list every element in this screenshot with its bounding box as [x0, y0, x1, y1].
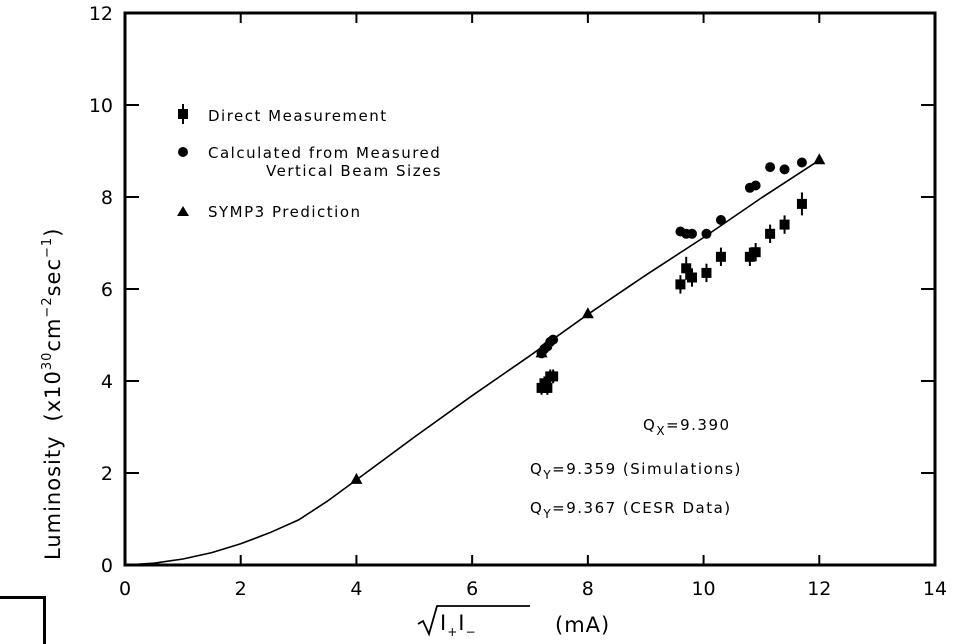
direct-measurement-point [548, 369, 559, 384]
y-axis-label: Luminosity(x1030cm−2sec−1) [40, 228, 65, 560]
legend-marker-calculated [178, 147, 188, 157]
direct-measurement-point [765, 224, 776, 243]
direct-measurement-point [744, 247, 755, 266]
direct-measurement-point [779, 215, 790, 234]
x-axis-label-units: (mA) [555, 613, 610, 637]
symp3-point [350, 472, 363, 484]
direct-measurement-point [750, 243, 761, 262]
sqrt-sign [417, 605, 530, 637]
y-tick-label: 0 [101, 555, 113, 577]
symp3-point [813, 153, 826, 165]
legend-label-calculated-line2: Vertical Beam Sizes [266, 162, 442, 180]
symp3-point [581, 307, 594, 319]
x-tick-label: 2 [235, 578, 247, 600]
calculated-point [750, 180, 761, 191]
y-tick-labels: 0 2 4 6 8 10 12 [89, 3, 113, 577]
tune-annotations: QX=9.390 QY=9.359 (Simulations) QY=9.367… [530, 416, 742, 521]
legend: Direct Measurement Calculated from Measu… [177, 104, 442, 221]
x-axis-label: I+I− (mA) [417, 605, 610, 639]
calculated-point [796, 157, 807, 168]
direct-measurement-point [675, 275, 686, 294]
calculated-point [687, 228, 697, 239]
annotation-qx: QX=9.390 [643, 416, 731, 438]
legend-label-symp3: SYMP3 Prediction [208, 203, 362, 221]
direct-measurement-point [796, 192, 807, 216]
y-tick-label: 8 [101, 187, 113, 209]
x-tick-label: 0 [119, 578, 131, 600]
legend-marker-symp3 [177, 206, 189, 216]
y-tick-label: 10 [89, 95, 113, 117]
annotation-qy-simulations: QY=9.359 (Simulations) [530, 460, 742, 482]
calculated-point [779, 164, 790, 175]
direct-measurement-point [542, 381, 553, 395]
y-tick-label: 12 [89, 3, 113, 25]
annotation-qy-cesr: QY=9.367 (CESR Data) [530, 499, 732, 521]
x-tick-label: 14 [923, 578, 947, 600]
direct-measurement-point [687, 268, 697, 287]
x-tick-label: 8 [582, 578, 594, 600]
plot-frame [123, 11, 937, 567]
legend-marker-direct-measurement [178, 104, 188, 124]
y-tick-label: 4 [101, 371, 113, 393]
calculated-point [715, 215, 726, 225]
axis-ticks [124, 12, 936, 566]
y-tick-label: 2 [101, 463, 113, 485]
x-tick-label: 10 [691, 578, 715, 600]
x-tick-label: 4 [350, 578, 362, 600]
direct-measurement-point [701, 263, 712, 283]
data-marks [350, 153, 826, 484]
y-tick-label: 6 [101, 279, 113, 301]
legend-label-calculated-line1: Calculated from Measured [208, 144, 441, 162]
symp3-point [535, 346, 548, 358]
direct-measurement-point [681, 256, 692, 280]
calculated-point [765, 162, 776, 173]
corner-box-fragment [0, 596, 46, 644]
legend-label-direct-measurement: Direct Measurement [208, 107, 388, 125]
calculated-point [548, 334, 559, 345]
calculated-point [701, 228, 712, 239]
x-tick-label: 12 [807, 578, 831, 600]
x-axis-label-radicand: I+I− [440, 611, 477, 639]
x-tick-labels: 0 2 4 6 8 10 12 14 [119, 578, 947, 600]
direct-measurement-point [715, 247, 726, 266]
x-tick-label: 6 [466, 578, 478, 600]
